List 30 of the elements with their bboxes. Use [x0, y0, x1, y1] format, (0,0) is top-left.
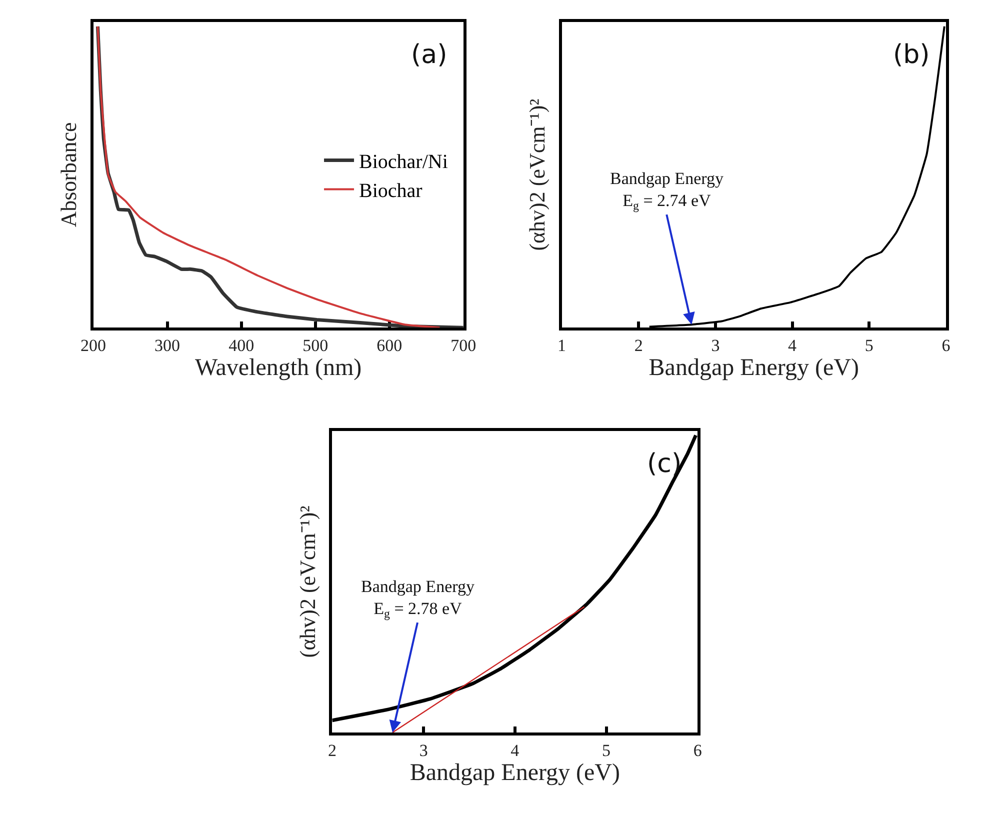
annotation: (a)	[411, 40, 448, 70]
legend-label: Biochar	[359, 180, 423, 202]
x-tick-label: 4	[788, 336, 798, 355]
legend-label: Biochar/Ni	[359, 151, 448, 174]
x-tick-label: 700	[450, 336, 476, 355]
annotation: (b)	[893, 40, 930, 70]
x-tick-label: 300	[154, 336, 180, 355]
x-tick-label: 600	[376, 336, 402, 355]
x-axis-title: Bandgap Energy (eV)	[410, 760, 620, 786]
x-tick-label: 2	[634, 336, 643, 355]
x-axis-title: Wavelength (nm)	[194, 355, 362, 381]
x-tick-label: 5	[602, 740, 611, 760]
x-tick-label: 6	[693, 740, 702, 760]
x-axis-title: Bandgap Energy (eV)	[648, 355, 859, 381]
x-tick-label: 4	[510, 740, 520, 760]
y-axis-title: Absorbance	[56, 122, 82, 228]
y-axis-title: (αhv)2 (eVcm⁻¹)²	[295, 505, 320, 658]
annotation: Bandgap Energy E$_{g}$ = 2.74 eV	[610, 169, 724, 213]
x-tick-label: 3	[419, 740, 428, 760]
annotation: Bandgap Energy E$_{g}$ = 2.78 eV	[361, 577, 475, 621]
x-tick-label: 6	[942, 336, 950, 355]
x-tick-label: 1	[558, 336, 566, 355]
x-tick-label: 400	[228, 336, 254, 355]
x-tick-label: 5	[864, 336, 874, 355]
x-tick-label: 500	[302, 336, 328, 355]
annotation: (c)	[647, 449, 682, 479]
x-tick-label: 3	[711, 336, 720, 355]
x-tick-label: 200	[80, 336, 106, 355]
y-axis-title: (αhv)2 (eVcm⁻¹)²	[524, 98, 550, 251]
x-tick-label: 2	[328, 740, 336, 760]
